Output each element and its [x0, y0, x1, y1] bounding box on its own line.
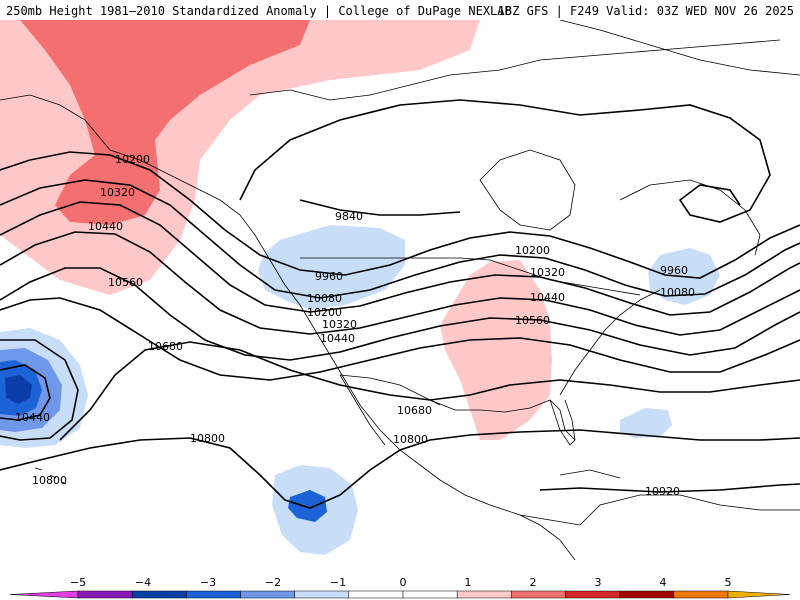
contour-10200 — [0, 201, 800, 316]
contour-label: 10320 — [100, 186, 135, 199]
colorbar-tick-label: 3 — [595, 576, 602, 589]
contour-label: 10800 — [190, 432, 225, 445]
contour-label: 10440 — [15, 411, 50, 424]
anomaly-shading — [0, 20, 720, 555]
contour-label: 10200 — [307, 306, 342, 319]
colorbar-tick-label: −1 — [330, 576, 346, 589]
contour-label: 10560 — [108, 276, 143, 289]
contour-label: 9840 — [335, 210, 363, 223]
baja — [339, 374, 386, 446]
map-header: 250mb Height 1981–2010 Standardized Anom… — [0, 0, 800, 20]
colorbar-swatches — [9, 590, 791, 599]
colorbar-swatch — [294, 590, 350, 599]
contour-10440 — [0, 267, 800, 361]
colorbar-swatch — [511, 590, 566, 599]
negative-anomaly-atlantic — [620, 408, 672, 438]
colorbar-swatch — [186, 590, 241, 599]
anomaly-map: 10200 10320 10440 10560 10680 10440 1080… — [0, 20, 800, 574]
contour-label: 9960 — [315, 270, 343, 283]
colorbar-tick-label: 5 — [725, 576, 732, 589]
contour-label: 10680 — [148, 340, 183, 353]
contour-label: 10200 — [515, 244, 550, 257]
colorbar-tick-label: 2 — [530, 576, 537, 589]
west-coast — [254, 234, 581, 526]
contour-10320 — [0, 231, 800, 336]
florida — [549, 399, 576, 446]
us-canada-border — [300, 257, 641, 296]
contour-10080 — [0, 179, 800, 299]
contour-label: 10560 — [515, 314, 550, 327]
colorbar-ticks: −5 −4 −3 −2 −1 0 1 2 3 4 5 — [70, 576, 732, 589]
map-title: 250mb Height 1981–2010 Standardized Anom… — [6, 4, 512, 18]
negative-anomaly-east-pacific-core — [288, 490, 327, 522]
colorbar-arrow-right — [727, 590, 791, 599]
contour-label: 10080 — [307, 292, 342, 305]
contour-label: 10320 — [530, 266, 565, 279]
colorbar-swatch — [456, 590, 512, 599]
alaska-coast — [0, 94, 256, 236]
colorbar-swatch — [619, 590, 675, 599]
cuba — [559, 469, 621, 479]
contour-10560 — [0, 297, 800, 381]
anomaly-colorbar: −5 −4 −3 −2 −1 0 1 2 3 4 5 — [9, 576, 791, 599]
colorbar-swatch — [673, 590, 729, 599]
contour-10920 — [539, 483, 800, 493]
contour-label: 10680 — [397, 404, 432, 417]
contour-9840 — [239, 99, 771, 223]
canada-arctic-coast — [249, 39, 781, 101]
contour-label: 10920 — [645, 485, 680, 498]
contour-label: 10320 — [322, 318, 357, 331]
contour-label: 10200 — [115, 153, 150, 166]
height-contours — [0, 99, 800, 509]
contour-10800 — [0, 429, 800, 509]
colorbar-swatch — [348, 590, 404, 599]
contour-label: 10800 — [32, 474, 67, 487]
colorbar-tick-label: 1 — [465, 576, 472, 589]
positive-anomaly-alaska — [20, 20, 310, 225]
contour-label: 10440 — [320, 332, 355, 345]
geography-lines — [0, 20, 800, 561]
colorbar-swatch — [77, 590, 133, 599]
colorbar-tick-label: −4 — [135, 576, 151, 589]
colorbar-tick-label: 4 — [660, 576, 667, 589]
colorbar-swatch — [131, 590, 187, 599]
contour-label-group: 10200 10320 10440 10560 10680 10440 1080… — [15, 153, 695, 498]
contour-9960 — [0, 151, 800, 279]
south-america — [579, 494, 800, 526]
contour-west-pacific-inner — [0, 364, 51, 421]
contour-10680 — [59, 341, 800, 441]
contour-west-pacific-low — [0, 339, 79, 441]
colorbar-swatch — [565, 590, 620, 599]
negative-anomaly-pacific-nw — [258, 225, 405, 310]
contour-label: 9960 — [660, 264, 688, 277]
contour-label: 10440 — [88, 220, 123, 233]
negative-anomaly-west-pacific-center — [5, 375, 32, 404]
labrador — [619, 179, 761, 256]
colorbar-swatch — [402, 590, 458, 599]
hudson-bay — [479, 149, 576, 231]
greenland — [559, 20, 800, 76]
colorbar-tick-label: −2 — [265, 576, 281, 589]
east-coast — [559, 289, 661, 396]
contour-label: 10440 — [530, 291, 565, 304]
colorbar-arrow-left — [9, 590, 79, 599]
colorbar-tick-label: −3 — [200, 576, 216, 589]
colorbar-swatch — [240, 590, 295, 599]
colorbar-tick-label: −5 — [70, 576, 86, 589]
central-america — [519, 514, 576, 561]
hawaii — [34, 467, 67, 485]
us-mexico-border — [339, 374, 441, 406]
gulf-coast — [429, 399, 576, 441]
contour-9840-lower — [299, 199, 461, 216]
model-run-info: 18Z GFS | F249 Valid: 03Z WED NOV 26 202… — [497, 4, 794, 18]
colorbar-tick-label: 0 — [400, 576, 407, 589]
contour-label: 10080 — [660, 286, 695, 299]
contour-label: 10800 — [393, 433, 428, 446]
